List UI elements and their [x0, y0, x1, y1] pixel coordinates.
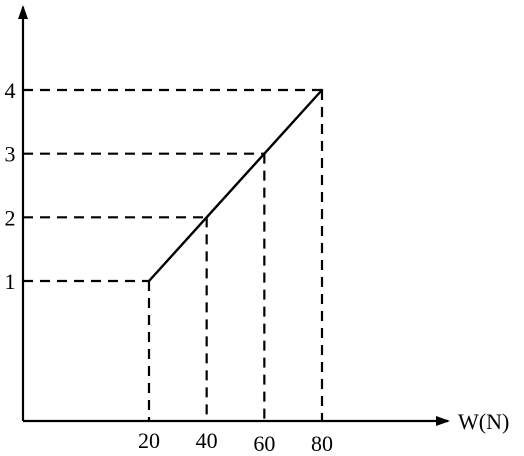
y-tick-label-2: 2	[5, 205, 16, 230]
x-tick-label-20: 20	[138, 428, 160, 453]
x-tick-label-60: 60	[253, 431, 275, 456]
y-tick-labels: 1 2 3 4	[5, 78, 16, 294]
series-line	[147, 88, 324, 283]
x-axis-label: W(N)	[458, 409, 509, 434]
x-tick-label-80: 80	[311, 431, 333, 456]
x-tick-labels: 20 40 60 80	[138, 428, 333, 456]
x-tick-label-40: 40	[196, 428, 218, 453]
guide-lines	[23, 88, 324, 421]
y-tick-label-4: 4	[5, 78, 16, 103]
y-tick-label-1: 1	[5, 269, 16, 294]
y-tick-label-3: 3	[5, 142, 16, 167]
